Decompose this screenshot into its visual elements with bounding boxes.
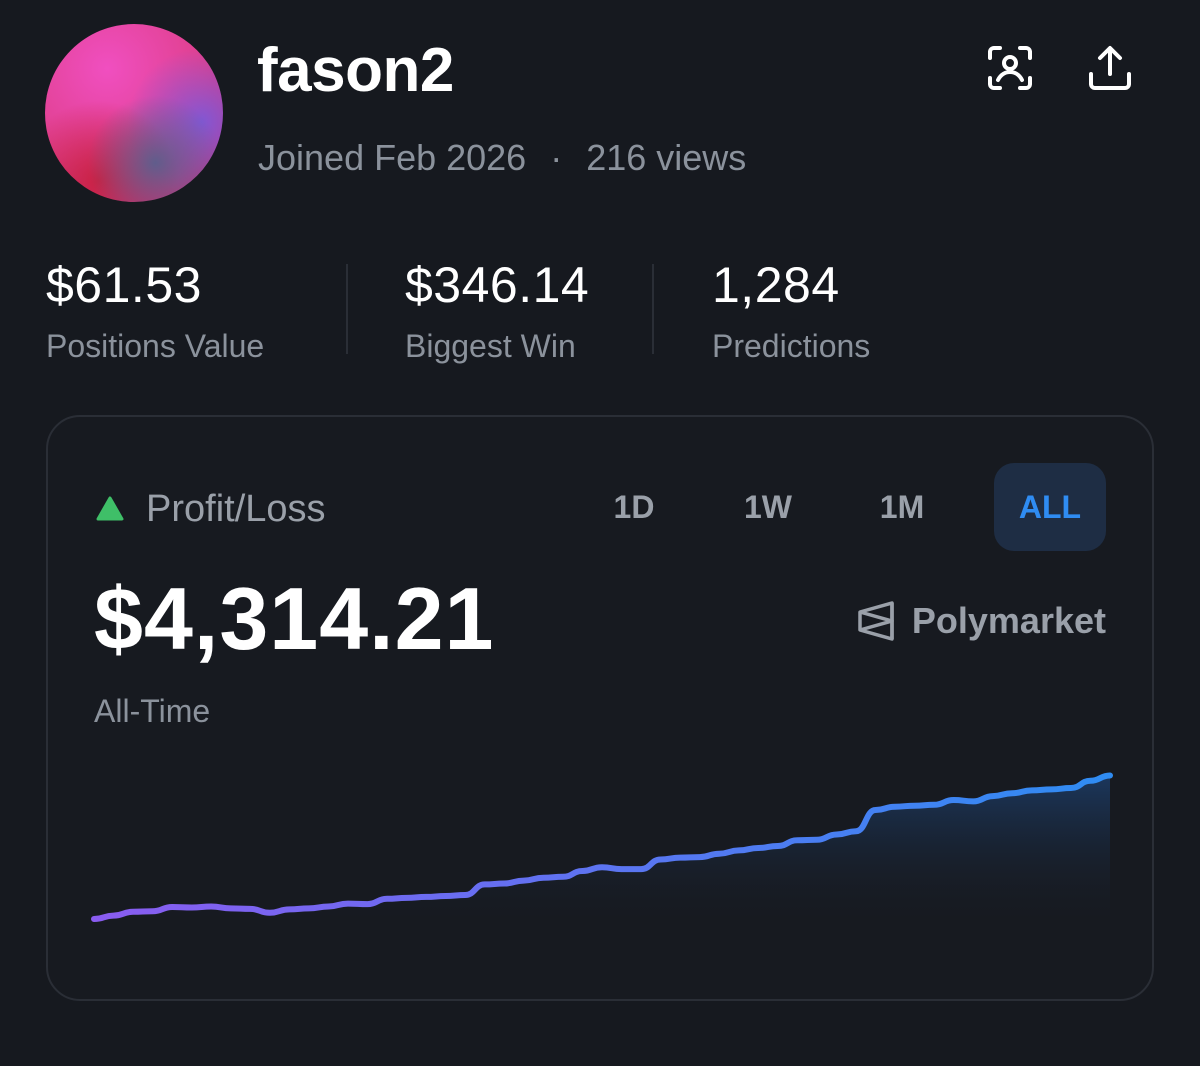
time-range-tabs: 1D 1W 1M ALL [592,463,1106,551]
profile-meta: Joined Feb 2026 · 216 views [258,136,746,180]
stat-label: Predictions [712,328,871,364]
tab-1w[interactable]: 1W [744,489,792,525]
tab-all[interactable]: ALL [994,463,1106,551]
meta-separator: · [550,137,563,178]
scan-profile-icon [988,46,1032,90]
view-count: 216 views [586,137,747,178]
stat-positions-value: $61.53 Positions Value [46,254,264,366]
stat-biggest-win: $346.14 Biggest Win [405,254,589,366]
pnl-line [91,772,1113,922]
triangle-up-icon [96,496,124,521]
pnl-card: Profit/Loss 1D 1W 1M ALL $4,314.21 Polym… [46,415,1154,1001]
avatar[interactable] [45,24,223,202]
stat-divider [652,264,654,354]
joined-date: Joined Feb 2026 [258,137,527,178]
share-icon [1089,46,1131,90]
pnl-area [94,775,1110,932]
pnl-header: Profit/Loss [96,487,326,531]
polymarket-brand: Polymarket [856,599,1106,643]
stat-value: $346.14 [405,257,590,313]
brand-name: Polymarket [911,600,1106,641]
pnl-label: Profit/Loss [146,488,326,530]
username: fason2 [257,36,454,105]
share-button[interactable] [1084,42,1136,94]
scan-profile-button[interactable] [984,42,1036,94]
tab-1m[interactable]: 1M [879,489,925,525]
stat-label: Biggest Win [405,328,576,364]
stat-predictions: 1,284 Predictions [712,254,870,366]
stat-label: Positions Value [46,328,265,364]
period-label: All-Time [94,693,211,729]
stat-value: 1,284 [712,257,840,313]
stat-value: $61.53 [46,257,202,313]
pnl-value: $4,314.21 [94,569,495,668]
stat-divider [346,264,348,354]
tab-1d[interactable]: 1D [613,489,655,525]
polymarket-logo-icon [858,601,894,641]
pnl-chart [91,772,1113,932]
